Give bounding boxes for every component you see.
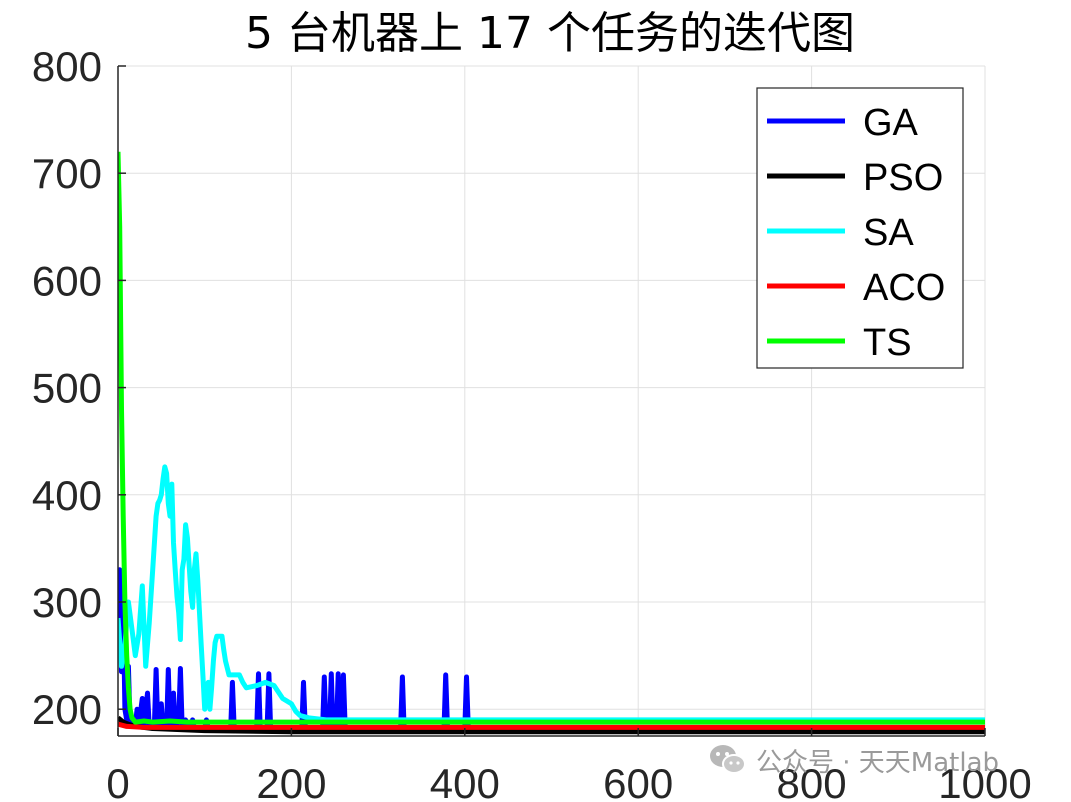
watermark: 公众号 · 天天Matlab bbox=[708, 738, 999, 782]
watermark-text: 公众号 · 天天Matlab bbox=[756, 747, 1000, 778]
y-tick-labels: 200 300 400 500 600 700 800 bbox=[32, 43, 102, 733]
chart-title: 5 台机器上 17 个任务的迭代图 bbox=[245, 8, 855, 59]
legend-label-sa: SA bbox=[863, 212, 914, 254]
y-tick-label-3: 500 bbox=[32, 365, 102, 412]
axes bbox=[117, 65, 986, 737]
y-tick-label-2: 400 bbox=[32, 472, 102, 519]
y-tick-label-4: 600 bbox=[32, 257, 102, 304]
x-tick-label-4: 800 bbox=[777, 760, 847, 802]
x-tick-label-1: 200 bbox=[256, 760, 326, 802]
y-tick-label-6: 800 bbox=[32, 43, 102, 90]
x-tick-label-5: 1000 bbox=[938, 760, 1031, 802]
x-tick-labels: 0 200 400 600 800 1000 bbox=[106, 760, 1031, 802]
series-layer bbox=[118, 151, 985, 735]
series-line-ts bbox=[118, 151, 985, 725]
series-line-aco bbox=[118, 721, 985, 730]
series-line-sa bbox=[118, 464, 985, 723]
legend: GA PSO SA ACO TS bbox=[756, 87, 964, 369]
legend-label-ga: GA bbox=[863, 102, 919, 144]
wechat-icon bbox=[710, 745, 746, 774]
legend-box bbox=[756, 87, 964, 369]
legend-label-pso: PSO bbox=[863, 157, 943, 199]
x-tick-label-3: 600 bbox=[603, 760, 673, 802]
legend-label-aco: ACO bbox=[863, 267, 945, 309]
x-tick-label-0: 0 bbox=[106, 760, 129, 802]
legend-label-ts: TS bbox=[863, 322, 912, 364]
x-tick-label-2: 400 bbox=[430, 760, 500, 802]
y-tick-label-0: 200 bbox=[32, 686, 102, 733]
y-tick-label-5: 700 bbox=[32, 150, 102, 197]
y-tick-label-1: 300 bbox=[32, 579, 102, 626]
